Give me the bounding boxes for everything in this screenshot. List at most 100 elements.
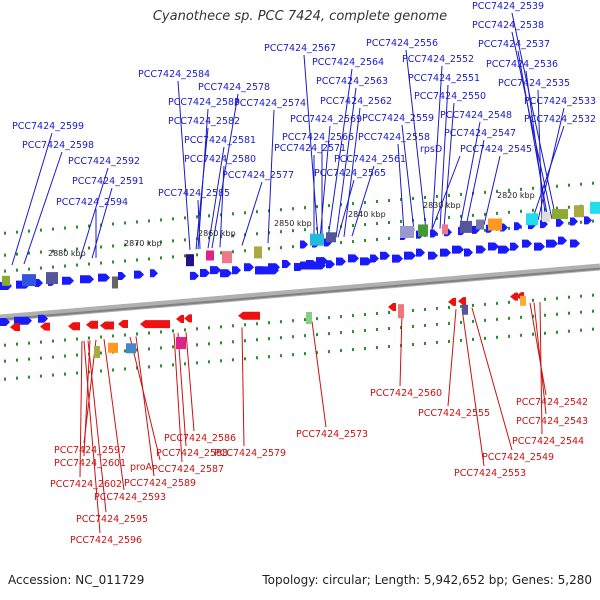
feature-box — [574, 205, 584, 218]
feature-layer — [0, 201, 600, 359]
forward-gene-label: PCC7424_2550 — [414, 91, 486, 102]
track-dot — [364, 201, 366, 205]
forward-callout — [397, 143, 405, 232]
track-dot — [532, 298, 534, 302]
track-dot — [244, 249, 246, 253]
track-dot — [460, 214, 462, 218]
track-dot — [196, 253, 198, 257]
track-dot — [520, 333, 522, 337]
forward-gene-label: PCC7424_2556 — [366, 38, 438, 49]
reverse-callout — [87, 340, 107, 513]
reverse-callout — [129, 336, 161, 461]
track-dot — [52, 265, 54, 269]
forward-gene-arrow — [134, 270, 144, 279]
track-dot — [340, 331, 342, 335]
track-dot — [280, 320, 282, 324]
track-dot — [112, 244, 114, 248]
track-dot — [124, 221, 126, 225]
track-dot — [424, 195, 426, 199]
forward-gene-arrow — [370, 254, 379, 263]
track-dot — [220, 325, 222, 329]
feature-box — [176, 337, 186, 350]
track-dot — [184, 238, 186, 242]
forward-gene-label: PCC7424_2537 — [478, 39, 550, 50]
track-dot — [256, 210, 258, 214]
track-dot — [4, 359, 6, 363]
track-dot — [16, 268, 18, 272]
track-dot — [292, 335, 294, 339]
label-layer: PCC7424_2539 PCC7424_2538 PCC7424_2537 PCC7… — [12, 1, 596, 546]
track-dot — [580, 310, 582, 314]
forward-gene-arrow — [98, 273, 110, 282]
track-dot — [172, 239, 174, 243]
track-dot — [352, 330, 354, 334]
reverse-callout — [311, 321, 327, 428]
track-dot — [556, 184, 558, 188]
track-dot — [388, 327, 390, 331]
forward-gene-label: PCC7424_2574 — [234, 98, 306, 109]
track-dot — [364, 347, 366, 351]
track-dot — [88, 224, 90, 228]
track-dot — [76, 225, 78, 229]
forward-gene-label: PCC7424_2563 — [316, 76, 388, 87]
track-dot — [16, 342, 18, 346]
track-dot — [304, 206, 306, 210]
track-dot — [16, 376, 18, 380]
reverse-gene-arrow — [448, 297, 456, 306]
forward-gene-arrow — [392, 254, 403, 263]
forward-gene-label: PCC7424_2569 — [290, 114, 362, 125]
callout-layer — [11, 12, 565, 534]
forward-gene-label: PCC7424_2581 — [184, 135, 256, 146]
feature-box — [552, 209, 568, 220]
reverse-gene-label: PCC7424_2586 — [164, 433, 236, 444]
forward-gene-label: PCC7424_2558 — [358, 132, 430, 143]
track-dot — [448, 339, 450, 343]
track-dot — [376, 346, 378, 350]
track-dot — [352, 202, 354, 206]
track-dot — [340, 203, 342, 207]
track-dot — [40, 228, 42, 232]
track-dot — [508, 300, 510, 304]
track-dot — [112, 334, 114, 338]
track-dot — [568, 221, 570, 225]
track-dot — [340, 315, 342, 319]
forward-callout — [195, 127, 209, 250]
track-dot — [232, 234, 234, 238]
forward-gene-label: PCC7424_2584 — [138, 69, 210, 80]
track-dot — [52, 355, 54, 359]
feature-box — [418, 224, 428, 237]
track-dot — [520, 209, 522, 213]
track-dot — [580, 182, 582, 186]
track-dot — [184, 254, 186, 258]
reverse-gene-arrow — [184, 314, 192, 323]
track-dot — [388, 345, 390, 349]
track-dot — [280, 354, 282, 358]
track-dot — [436, 322, 438, 326]
track-dot — [208, 342, 210, 346]
feature-box — [520, 295, 526, 306]
track-dot — [304, 352, 306, 356]
forward-gene-label: PCC7424_2559 — [362, 113, 434, 124]
track-dot — [160, 346, 162, 350]
track-dot — [232, 358, 234, 362]
reverse-callout — [471, 307, 513, 451]
track-dot — [568, 205, 570, 209]
feature-box — [542, 211, 550, 222]
track-dot — [388, 237, 390, 241]
reverse-gene-arrow — [176, 315, 184, 324]
track-dot — [400, 198, 402, 201]
forward-callout — [267, 109, 275, 244]
forward-gene-arrow — [584, 216, 592, 225]
track-dot — [40, 356, 42, 360]
track-dot — [388, 199, 390, 203]
track-dot — [292, 245, 294, 249]
forward-gene-label: PCC7424_2545 — [460, 144, 532, 155]
track-dot — [268, 247, 270, 251]
track-dot — [76, 263, 78, 267]
forward-gene-arrow — [300, 261, 326, 270]
feature-box — [94, 346, 100, 359]
forward-gene-label: PCC7424_2598 — [22, 140, 94, 151]
scale-label: 2840 kbp — [348, 210, 386, 219]
feature-box — [398, 304, 404, 319]
feature-box — [254, 246, 262, 259]
